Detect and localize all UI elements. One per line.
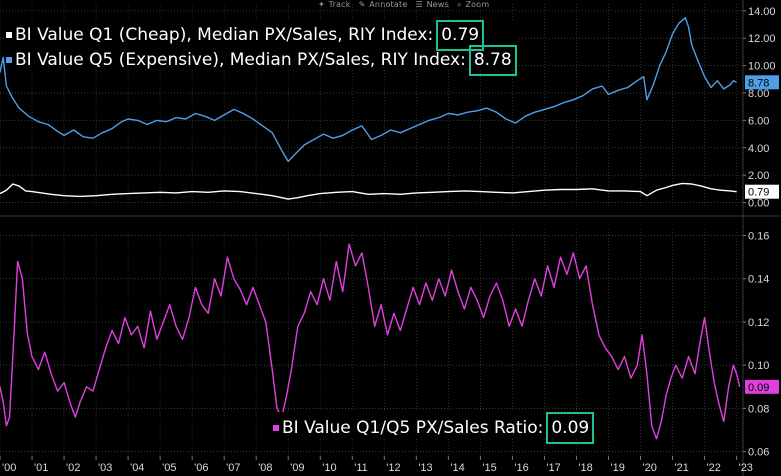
news-icon: ☰ [415,0,426,9]
y-tick-label-bottom: 0.10 [748,360,769,372]
y-tick-label-bottom: 0.12 [748,317,769,329]
toolbar-track[interactable]: ✦ Track [318,0,351,9]
y-tick-label-top: 2.00 [748,170,769,182]
x-tick-label: '14 [450,462,464,474]
y-tick-label-bottom: 0.08 [748,403,769,415]
x-tick-label: '23 [739,462,753,474]
series-line-top-1 [0,182,737,200]
x-tick-label: '22 [707,462,721,474]
legend-value-q5: 8.78 [468,45,517,76]
y-tick-label-top: 14.00 [748,6,776,18]
y-tick-label-top: 12.00 [748,33,776,45]
legend-swatch-q1 [6,32,12,38]
x-tick-label: '05 [162,462,176,474]
last-value-box-bottom [745,379,779,394]
legend-label-q1: BI Value Q1 (Cheap), Median PX/Sales, RI… [15,25,434,45]
toolbar-label: Zoom [465,0,490,9]
legend-swatch-q5 [6,57,12,63]
legend-label-ratio: BI Value Q1/Q5 PX/Sales Ratio: [282,418,544,438]
x-tick-label: '12 [386,462,400,474]
y-tick-label-bottom: 0.06 [748,447,769,459]
legend-value-q1: 0.79 [436,20,485,51]
x-tick-label: '10 [322,462,336,474]
x-tick-label: '21 [675,462,689,474]
x-tick-label: '16 [514,462,528,474]
y-tick-label-top: 8.00 [748,88,769,100]
legend-label-q5: BI Value Q5 (Expensive), Median PX/Sales… [15,50,466,70]
series-line-bottom-0 [0,243,741,440]
last-value-box-top [745,184,779,199]
x-tick-label: '08 [258,462,272,474]
last-value-label-bottom: 0.09 [748,382,769,394]
legend-item-q5: BI Value Q5 (Expensive), Median PX/Sales… [6,45,517,76]
y-tick-label-top: 10.00 [748,61,776,73]
x-tick-label: '15 [482,462,496,474]
legend-item-q1: BI Value Q1 (Cheap), Median PX/Sales, RI… [6,20,517,51]
x-tick-label: '17 [546,462,560,474]
toolbar-zoom[interactable]: ⌕ Zoom [457,0,489,9]
x-tick-label: '04 [130,462,144,474]
series-line-top-0 [0,17,737,163]
chart-toolbar: ✦ Track ✎ Annotate ☰ News ⌕ Zoom [318,0,497,10]
x-tick-label: '19 [610,462,624,474]
x-tick-label: '09 [290,462,304,474]
x-tick-label: '07 [226,462,240,474]
x-tick-label: '13 [418,462,432,474]
annotate-icon: ✎ [358,0,369,9]
y-tick-label-top: 6.00 [748,115,769,127]
x-tick-label: '06 [194,462,208,474]
zoom-icon: ⌕ [457,0,465,9]
x-tick-label: '01 [34,462,48,474]
toolbar-label: News [426,0,450,9]
last-value-label-top: 0.79 [748,187,769,199]
y-tick-label-bottom: 0.14 [748,274,769,286]
x-tick-label: '11 [354,462,368,474]
toolbar-annotate[interactable]: ✎ Annotate [359,0,408,9]
x-tick-label: '03 [98,462,112,474]
track-icon: ✦ [318,0,328,9]
last-value-box-top [745,75,779,90]
legend-top: BI Value Q1 (Cheap), Median PX/Sales, RI… [6,20,517,76]
x-tick-label: '20 [643,462,657,474]
x-tick-label: '18 [578,462,592,474]
last-value-label-top: 8.78 [748,77,769,89]
y-tick-label-top: 0.00 [748,198,769,210]
x-tick-label: '00 [2,462,16,474]
toolbar-label: Track [328,0,351,9]
toolbar-news[interactable]: ☰ News [415,0,449,9]
y-tick-label-bottom: 0.16 [748,230,769,242]
x-tick-label: '02 [66,462,80,474]
y-tick-label-top: 4.00 [748,143,769,155]
toolbar-label: Annotate [369,0,408,9]
legend-value-ratio: 0.09 [546,412,595,444]
legend-bottom: BI Value Q1/Q5 PX/Sales Ratio: 0.09 [273,412,595,444]
legend-swatch-ratio [273,425,279,431]
